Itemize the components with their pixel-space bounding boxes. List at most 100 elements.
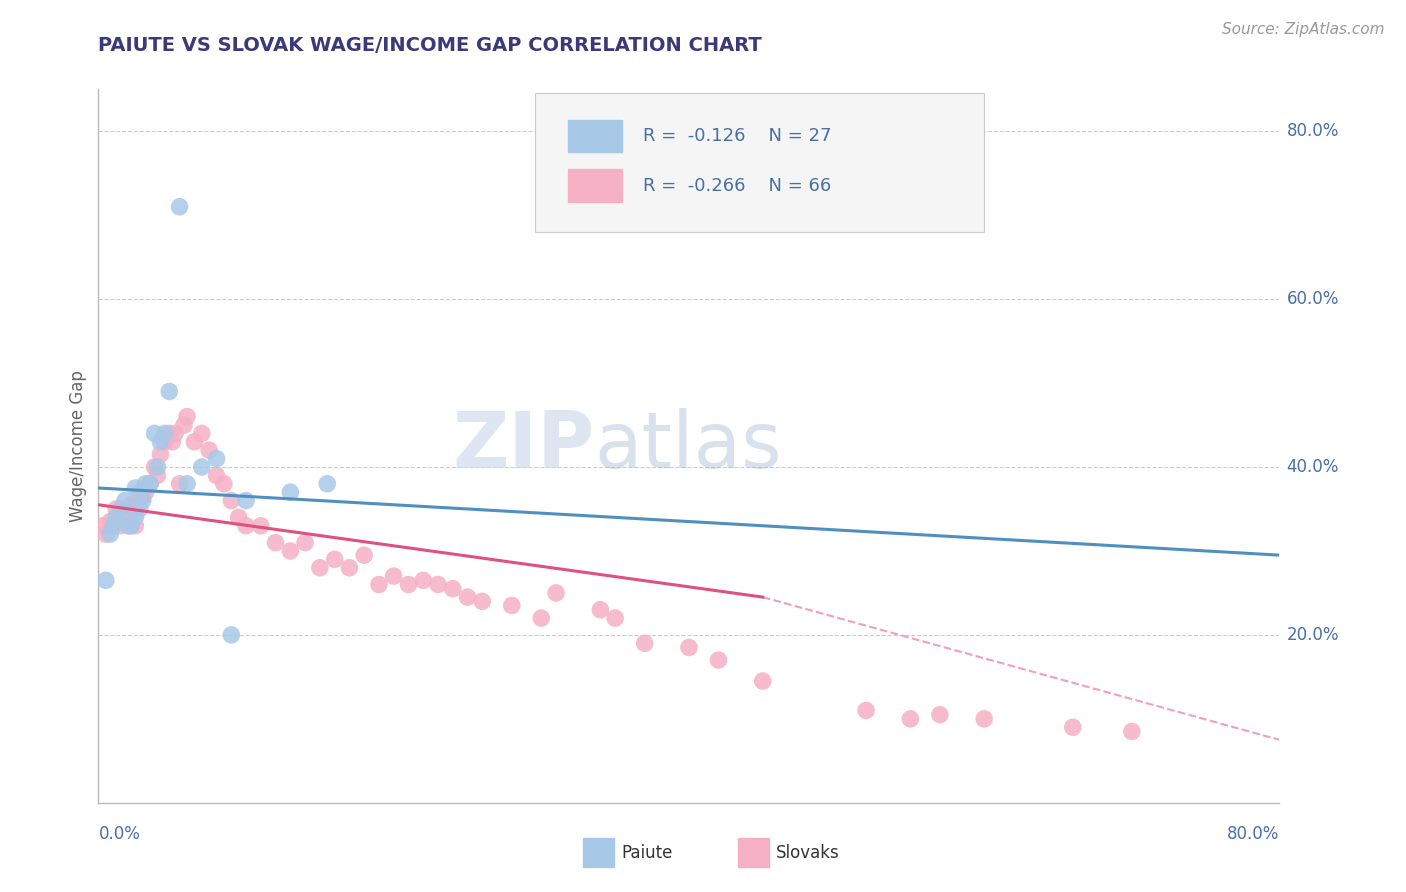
Point <box>135 476 157 491</box>
Point <box>124 481 146 495</box>
Text: 60.0%: 60.0% <box>1286 290 1339 308</box>
Point <box>176 409 198 424</box>
Point <box>98 527 121 541</box>
Point <box>146 468 169 483</box>
Text: PAIUTE VS SLOVAK WAGE/INCOME GAP CORRELATION CHART: PAIUTE VS SLOVAK WAGE/INCOME GAP CORRELA… <box>98 36 762 54</box>
Point <box>120 498 142 512</box>
Text: 40.0%: 40.0% <box>1286 458 1339 476</box>
Text: 0.0%: 0.0% <box>98 825 141 843</box>
Point <box>441 582 464 596</box>
Point <box>855 703 877 717</box>
Point <box>105 502 128 516</box>
Point <box>114 493 136 508</box>
Point <box>678 640 700 655</box>
Point <box>94 574 117 588</box>
Point <box>212 476 235 491</box>
Point <box>928 707 950 722</box>
Point <box>337 560 360 574</box>
Point <box>105 510 128 524</box>
Point <box>91 518 114 533</box>
Point <box>309 560 332 574</box>
Point <box>157 426 180 441</box>
Point <box>191 460 214 475</box>
Point <box>173 417 195 432</box>
Point <box>176 476 198 491</box>
Bar <box>568 120 621 152</box>
Point <box>94 527 117 541</box>
Point <box>143 460 166 475</box>
Point <box>471 594 494 608</box>
Text: atlas: atlas <box>595 408 782 484</box>
Point <box>633 636 655 650</box>
Point <box>205 468 228 483</box>
Point <box>153 434 176 449</box>
Y-axis label: Wage/Income Gap: Wage/Income Gap <box>69 370 87 522</box>
Point <box>530 611 553 625</box>
Point <box>323 552 346 566</box>
Text: 20.0%: 20.0% <box>1286 626 1339 644</box>
Point <box>117 518 139 533</box>
Text: ZIP: ZIP <box>453 408 595 484</box>
Point <box>412 574 434 588</box>
Point <box>456 590 478 604</box>
Point <box>139 476 162 491</box>
Point <box>135 485 157 500</box>
Point <box>103 518 125 533</box>
Point <box>120 518 142 533</box>
Text: 80.0%: 80.0% <box>1227 825 1279 843</box>
Point <box>103 518 125 533</box>
Point <box>501 599 523 613</box>
Point <box>162 434 183 449</box>
Point <box>589 603 612 617</box>
Text: Source: ZipAtlas.com: Source: ZipAtlas.com <box>1222 22 1385 37</box>
Point <box>1062 720 1084 734</box>
Point <box>973 712 995 726</box>
FancyBboxPatch shape <box>536 93 984 232</box>
Point <box>149 434 172 449</box>
Point <box>219 628 242 642</box>
Point <box>396 577 419 591</box>
Point <box>250 518 273 533</box>
Point <box>235 493 257 508</box>
Point <box>169 476 191 491</box>
Point <box>316 476 339 491</box>
Point <box>707 653 730 667</box>
Point <box>120 518 142 533</box>
Point <box>278 485 302 500</box>
Text: Slovaks: Slovaks <box>776 844 839 862</box>
Point <box>219 493 242 508</box>
Point <box>751 674 773 689</box>
Point <box>124 498 146 512</box>
Point <box>605 611 627 625</box>
Point <box>143 426 166 441</box>
Point <box>128 485 150 500</box>
Point <box>114 515 136 529</box>
Point <box>368 577 391 591</box>
Point <box>98 515 121 529</box>
Point <box>110 510 132 524</box>
Point <box>169 200 191 214</box>
Point <box>157 384 180 399</box>
Point <box>128 502 150 516</box>
Point <box>198 443 221 458</box>
Point <box>153 426 176 441</box>
Point <box>294 535 316 549</box>
Bar <box>568 169 621 202</box>
Point <box>132 493 155 508</box>
Text: 80.0%: 80.0% <box>1286 122 1339 140</box>
Point <box>1121 724 1143 739</box>
Point <box>124 518 146 533</box>
Point <box>228 510 250 524</box>
Point <box>139 476 162 491</box>
Point <box>544 586 567 600</box>
Point <box>146 460 169 475</box>
Point <box>353 548 375 562</box>
Point <box>205 451 228 466</box>
Point <box>427 577 450 591</box>
Point <box>235 518 257 533</box>
Point <box>149 447 172 461</box>
Point <box>110 502 132 516</box>
Point <box>264 535 287 549</box>
Text: Paiute: Paiute <box>621 844 673 862</box>
Text: R =  -0.266    N = 66: R = -0.266 N = 66 <box>643 177 831 194</box>
